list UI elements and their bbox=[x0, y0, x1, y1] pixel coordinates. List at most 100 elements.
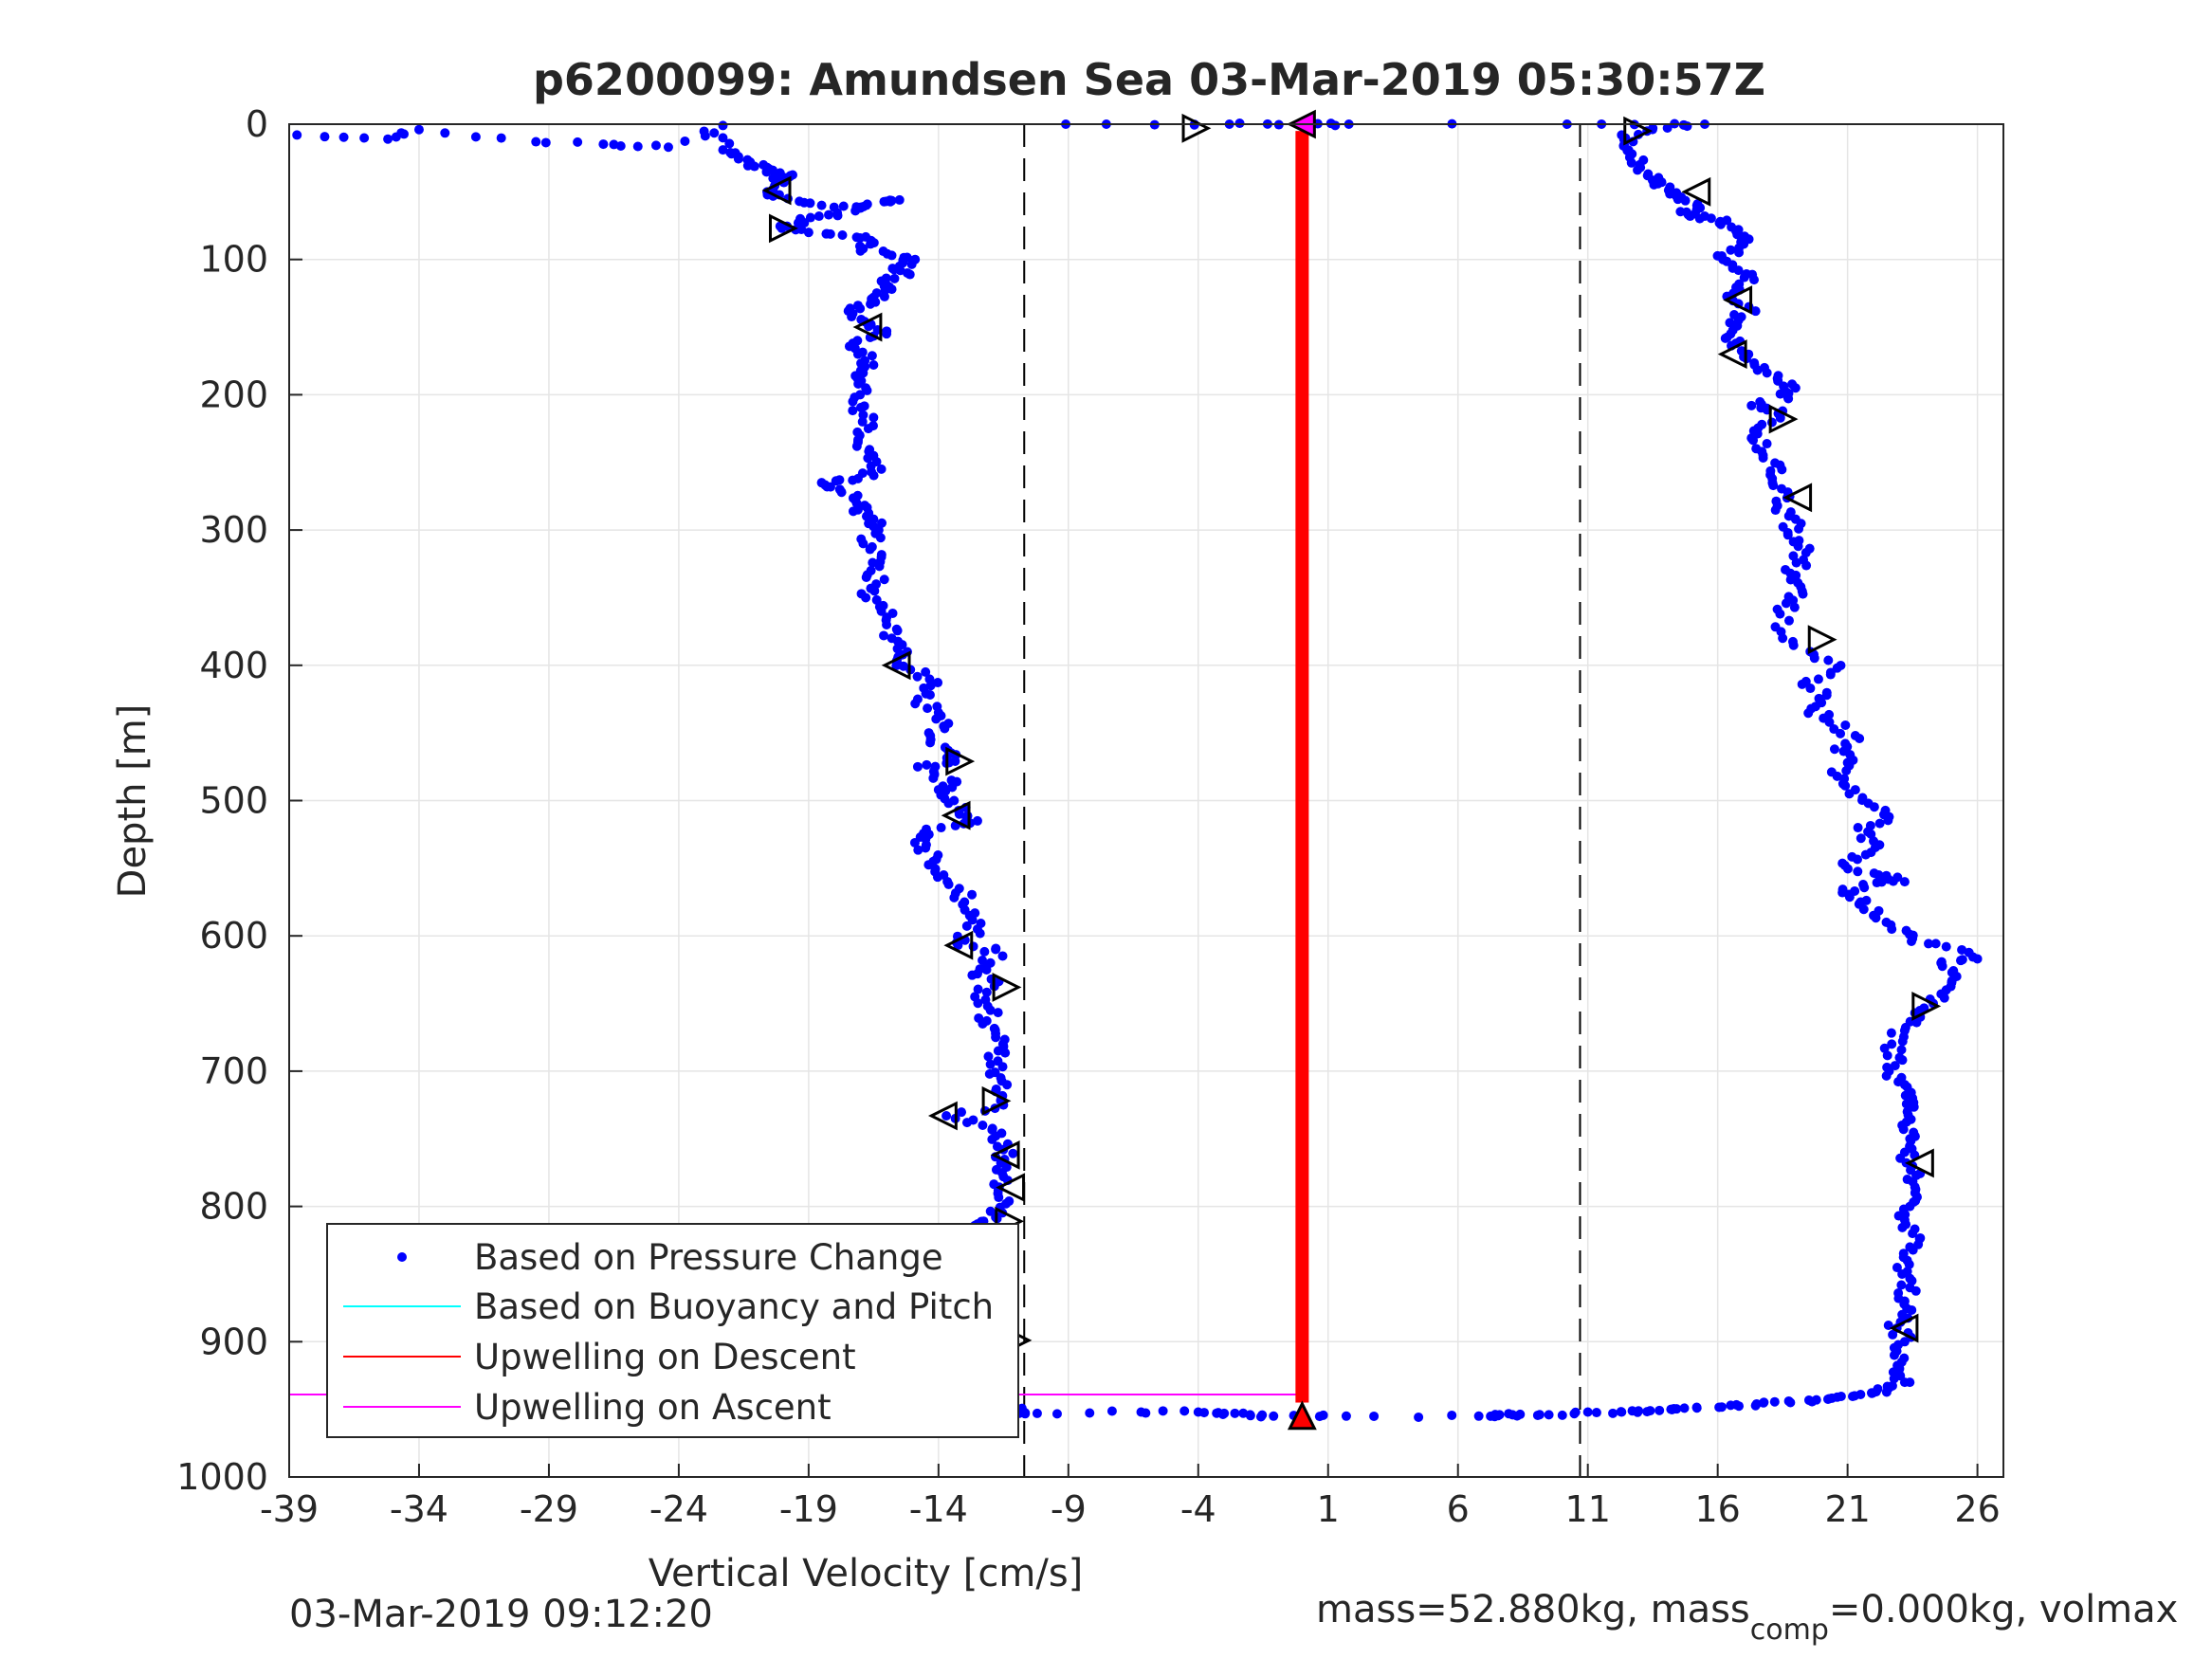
data-point bbox=[992, 1141, 1002, 1152]
data-point bbox=[837, 230, 848, 241]
data-point bbox=[718, 133, 728, 143]
data-point bbox=[1910, 1285, 1921, 1296]
data-point bbox=[1829, 724, 1839, 735]
data-point bbox=[855, 303, 866, 314]
data-point bbox=[816, 200, 827, 210]
data-point bbox=[1782, 530, 1793, 540]
data-point bbox=[1805, 684, 1816, 694]
data-point bbox=[1897, 1055, 1908, 1066]
data-point bbox=[973, 984, 983, 994]
data-point bbox=[909, 837, 920, 848]
data-point bbox=[803, 228, 814, 238]
data-point bbox=[1896, 1280, 1907, 1290]
data-point bbox=[1797, 679, 1807, 689]
data-point bbox=[383, 134, 393, 144]
data-point bbox=[1887, 1380, 1897, 1391]
data-point bbox=[961, 921, 972, 931]
data-point bbox=[1532, 1410, 1543, 1420]
data-point bbox=[879, 574, 889, 585]
data-point bbox=[1859, 883, 1870, 893]
data-point bbox=[1905, 1377, 1915, 1388]
footer-mass-subscript: comp bbox=[1750, 1613, 1829, 1647]
data-point bbox=[857, 416, 868, 427]
data-point bbox=[1672, 188, 1682, 198]
data-point bbox=[1901, 1219, 1911, 1230]
data-point bbox=[1829, 744, 1839, 755]
data-point bbox=[1788, 551, 1799, 561]
data-point bbox=[1217, 1410, 1228, 1420]
data-point bbox=[814, 211, 824, 222]
data-point bbox=[1679, 1403, 1690, 1413]
data-point bbox=[866, 299, 876, 309]
data-point bbox=[851, 202, 862, 212]
data-point bbox=[1770, 505, 1781, 516]
data-point bbox=[1898, 1124, 1909, 1135]
data-point bbox=[1856, 833, 1866, 844]
data-point bbox=[967, 970, 978, 980]
data-point bbox=[1616, 1407, 1626, 1417]
data-point bbox=[1490, 1410, 1501, 1420]
data-point bbox=[573, 137, 583, 147]
data-point bbox=[979, 946, 990, 957]
data-point bbox=[632, 141, 643, 152]
data-point bbox=[862, 199, 872, 210]
data-point bbox=[1888, 1329, 1898, 1340]
data-point bbox=[1765, 465, 1776, 476]
data-point bbox=[496, 133, 506, 143]
data-point bbox=[1771, 496, 1782, 506]
legend-label-pressure-change: Based on Pressure Change bbox=[474, 1237, 943, 1278]
data-point bbox=[874, 602, 885, 612]
data-point bbox=[879, 196, 889, 207]
data-point bbox=[832, 210, 843, 221]
data-point bbox=[1773, 371, 1783, 381]
data-point bbox=[1769, 1396, 1780, 1407]
triangle-marker bbox=[941, 800, 971, 830]
data-point bbox=[943, 798, 954, 809]
data-point bbox=[868, 360, 879, 371]
data-point bbox=[1909, 1127, 1919, 1138]
triangle-marker bbox=[1717, 339, 1747, 370]
chart-title: p6200099: Amundsen Sea 03-Mar-2019 05:30… bbox=[533, 54, 1765, 105]
data-point bbox=[967, 915, 978, 925]
data-point bbox=[857, 347, 868, 357]
y-tick-label: 500 bbox=[199, 780, 268, 822]
data-point bbox=[1608, 1408, 1618, 1418]
x-tick-label: -19 bbox=[779, 1488, 838, 1530]
data-point bbox=[540, 137, 551, 148]
x-tick-label: 21 bbox=[1824, 1488, 1870, 1530]
data-point bbox=[1770, 458, 1781, 468]
data-point bbox=[1839, 774, 1850, 784]
data-point bbox=[923, 703, 933, 714]
data-point bbox=[1899, 1353, 1910, 1363]
data-point bbox=[898, 661, 908, 671]
data-point bbox=[1781, 564, 1791, 574]
data-point bbox=[892, 626, 903, 636]
data-point bbox=[869, 586, 880, 596]
data-point bbox=[1957, 944, 1967, 955]
data-point bbox=[1726, 245, 1736, 255]
data-point bbox=[1727, 222, 1737, 232]
data-point bbox=[1750, 1400, 1761, 1411]
data-point bbox=[848, 406, 858, 416]
data-point bbox=[1881, 917, 1892, 927]
data-point bbox=[1874, 818, 1885, 829]
data-point bbox=[921, 840, 931, 850]
data-point bbox=[1447, 1410, 1457, 1420]
data-point bbox=[1643, 169, 1654, 179]
data-point bbox=[838, 201, 849, 211]
data-point bbox=[1909, 1098, 1919, 1108]
data-point bbox=[1869, 802, 1879, 812]
triangle-marker bbox=[1723, 285, 1753, 315]
triangle-marker bbox=[1181, 113, 1212, 143]
data-point bbox=[1008, 1148, 1018, 1158]
data-point bbox=[898, 258, 908, 268]
data-point bbox=[1855, 734, 1865, 744]
data-point bbox=[865, 544, 875, 555]
data-point bbox=[866, 239, 876, 249]
data-point bbox=[1890, 1061, 1900, 1071]
data-point bbox=[680, 136, 690, 146]
data-point bbox=[961, 1118, 972, 1128]
y-tick-label: 700 bbox=[199, 1050, 268, 1092]
data-point bbox=[994, 1193, 1004, 1203]
